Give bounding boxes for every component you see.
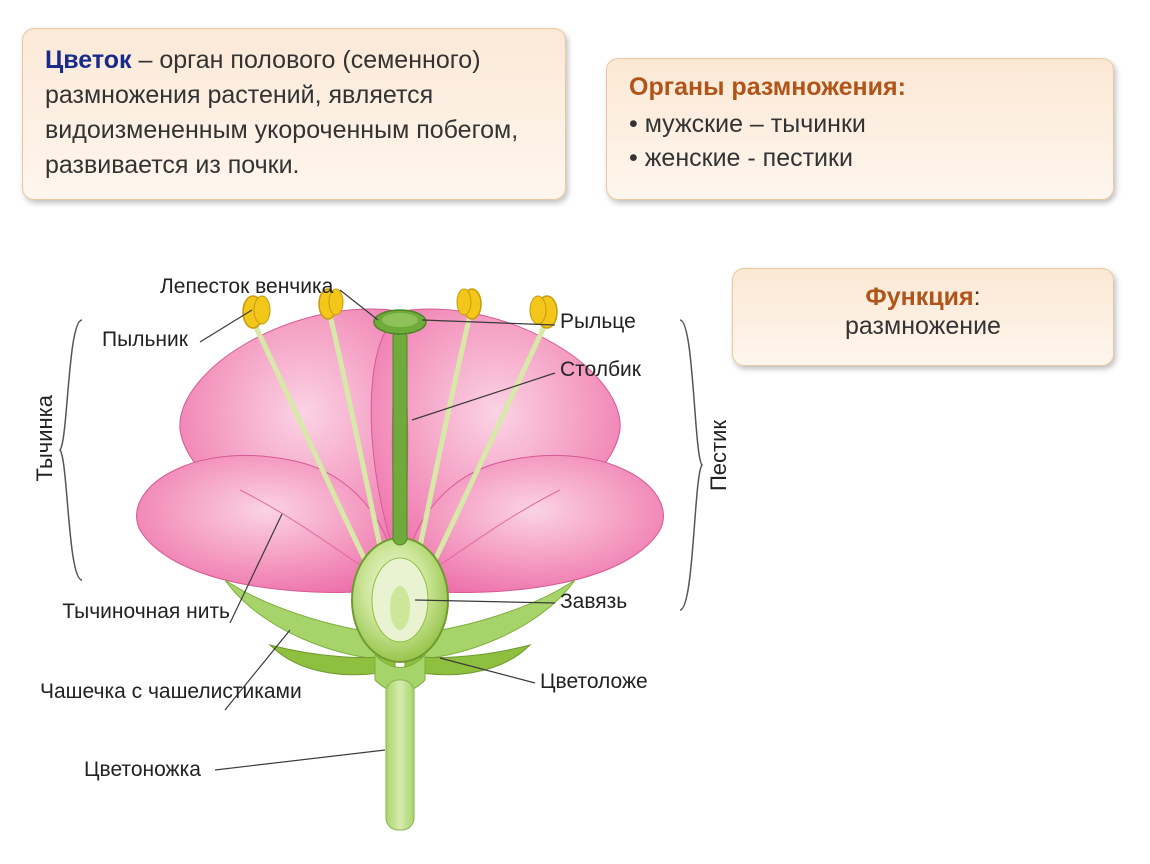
definition-card: Цветок – орган полового (семенного) разм… [22,28,566,200]
organs-title: Органы размножения: [629,73,1091,102]
brace-label-left: Тычинка [32,395,58,482]
function-inner: Функция: размножение [733,269,1113,355]
flower-diagram: Лепесток венчика Пыльник Тычиночная нить… [40,260,760,850]
label-style: Столбик [560,358,641,382]
definition-text: Цветок – орган полового (семенного) разм… [23,29,565,197]
label-stigma: Рыльце [560,310,636,334]
organs-item-1: • женские - пестики [629,142,1091,176]
stem [386,680,414,830]
style [393,330,407,545]
brace-right [680,320,702,610]
function-card: Функция: размножение [732,268,1114,366]
brace-left [60,320,82,580]
label-receptacle: Цветоложе [540,670,648,694]
organs-inner: Органы размножения: • мужские – тычинки … [607,59,1113,190]
label-calyx: Чашечка с чашелистиками [40,680,230,704]
organs-item-0: • мужские – тычинки [629,108,1091,142]
label-petal: Лепесток венчика [160,275,333,299]
label-pedicel: Цветоножка [84,758,201,782]
function-title: Функция [865,283,973,311]
label-anther: Пыльник [102,328,188,352]
label-filament: Тычиночная нить [40,600,230,624]
brace-label-right: Пестик [706,420,732,491]
function-value: размножение [845,312,1001,340]
label-ovary: Завязь [560,590,627,614]
definition-term: Цветок [45,46,132,74]
organs-card: Органы размножения: • мужские – тычинки … [606,58,1114,200]
